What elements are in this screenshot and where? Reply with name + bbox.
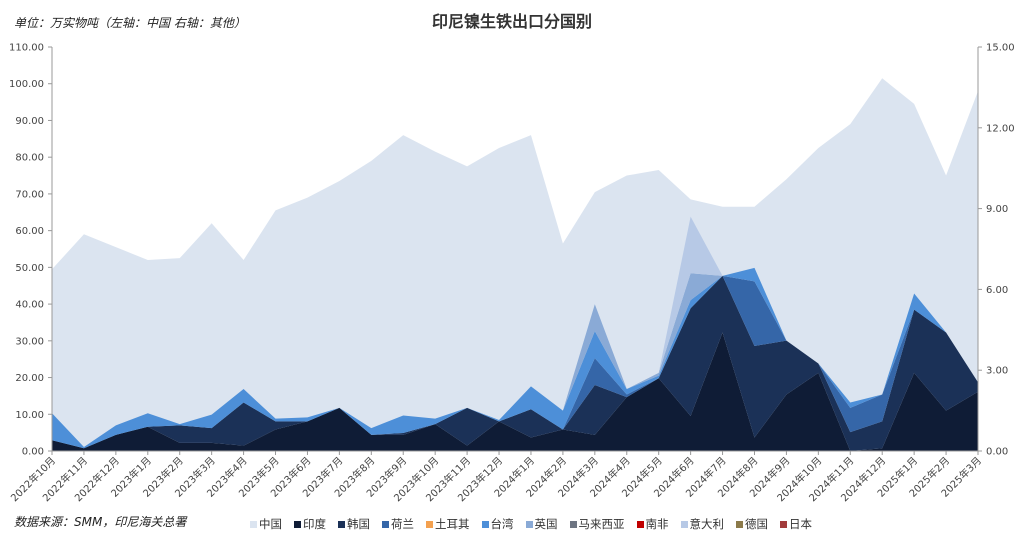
legend-item: 日本: [780, 516, 812, 532]
left-tick-label: 0.00: [22, 447, 44, 458]
legend-item: 中国: [250, 516, 282, 532]
series-area-5: [52, 267, 978, 449]
legend-label: 意大利: [689, 517, 725, 531]
legend-swatch: [250, 520, 257, 528]
legend-item: 印度: [294, 516, 326, 532]
left-tick-label: 30.00: [15, 336, 44, 347]
legend-label: 德国: [745, 517, 768, 531]
legend-label: 韩国: [347, 517, 370, 531]
legend-item: 意大利: [680, 516, 725, 532]
legend-swatch: [780, 520, 787, 528]
legend-swatch: [680, 520, 688, 528]
legend-swatch: [525, 520, 533, 528]
legend-item: 荷兰: [382, 516, 414, 532]
legend-swatch: [481, 520, 489, 528]
series-area-3: [52, 275, 978, 449]
legend-label: 中国: [259, 517, 282, 531]
legend-item: 德国: [736, 516, 768, 532]
left-tick-label: 70.00: [15, 189, 44, 200]
right-tick-label: 15.00: [986, 43, 1015, 54]
area-layers: [52, 78, 978, 451]
left-tick-label: 40.00: [15, 300, 44, 311]
left-tick-label: 110.00: [9, 43, 44, 54]
legend-item: 韩国: [338, 516, 370, 532]
chart-legend: 中国 印度 韩国 荷兰 土耳其 台湾 英国 马来西亚 南非 意大利 德国 日本: [250, 516, 812, 532]
left-tick-label: 90.00: [15, 116, 44, 127]
series-area-2: [52, 275, 978, 451]
unit-note: 单位：万实物吨（左轴：中国 右轴：其他）: [14, 16, 246, 30]
legend-item: 南非: [636, 516, 669, 532]
right-tick-label: 9.00: [986, 204, 1008, 215]
legend-label: 台湾: [490, 517, 514, 531]
legend-swatch: [569, 520, 577, 528]
left-tick-label: 50.00: [15, 263, 44, 274]
right-tick-label: 6.00: [986, 285, 1008, 296]
legend-label: 荷兰: [391, 517, 414, 531]
left-tick-label: 10.00: [15, 410, 44, 421]
legend-label: 印度: [303, 517, 326, 531]
left-tick-label: 100.00: [9, 79, 44, 90]
legend-swatch: [338, 520, 345, 528]
legend-item: 马来西亚: [569, 516, 625, 532]
legend-swatch: [636, 520, 644, 528]
right-tick-label: 0.00: [986, 447, 1008, 458]
legend-swatch: [736, 520, 743, 528]
legend-label: 南非: [645, 517, 669, 531]
left-tick-label: 60.00: [15, 226, 44, 237]
legend-item: 英国: [525, 516, 558, 532]
legend-label: 日本: [789, 517, 812, 531]
legend-swatch: [294, 520, 301, 528]
legend-label: 英国: [534, 517, 558, 531]
legend-label: 马来西亚: [578, 517, 625, 531]
legend-item: 台湾: [481, 516, 514, 532]
right-tick-label: 3.00: [986, 366, 1008, 377]
series-area-1: [52, 332, 978, 451]
left-tick-label: 20.00: [15, 373, 44, 384]
chart-title: 印尼镍生铁出口分国别: [431, 12, 592, 31]
legend-swatch: [382, 520, 389, 528]
source-note: 数据来源：SMM，印尼海关总署: [14, 515, 187, 529]
right-tick-label: 12.00: [986, 123, 1015, 134]
legend-item: 土耳其: [426, 516, 470, 532]
legend-label: 土耳其: [435, 517, 470, 531]
left-tick-label: 80.00: [15, 153, 44, 164]
legend-swatch: [426, 520, 433, 528]
